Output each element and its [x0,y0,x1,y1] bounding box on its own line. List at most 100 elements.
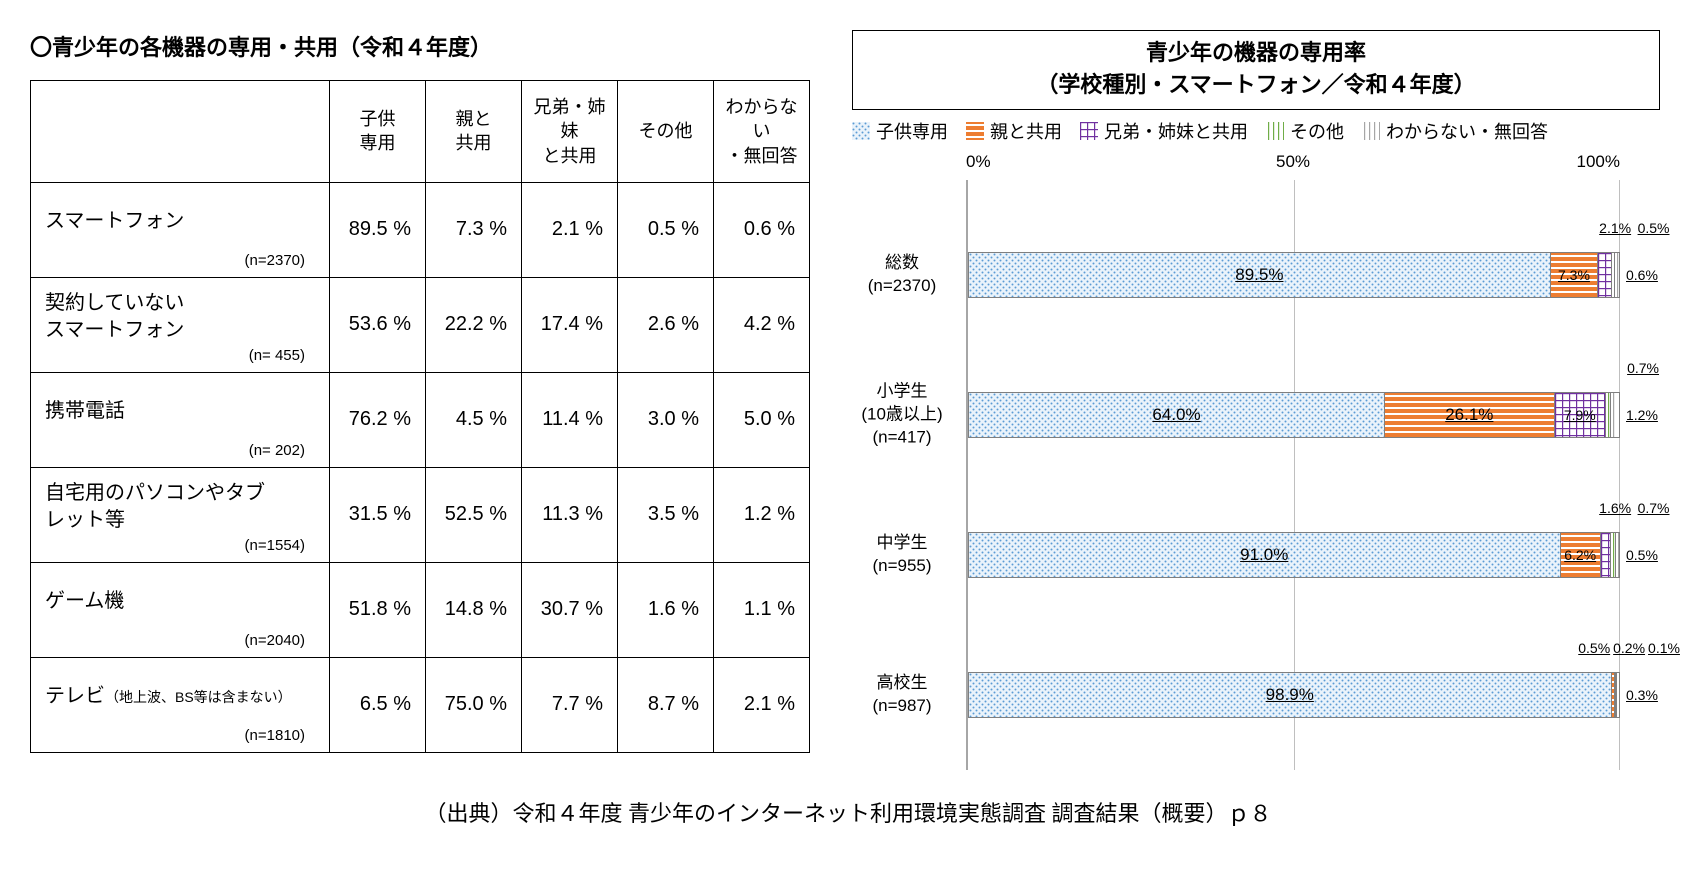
legend-swatch [1266,122,1284,140]
value-cell: 5.0 % [714,372,810,467]
out-label: 0.1% [1648,640,1680,656]
legend-item: その他 [1266,118,1344,144]
value-cell: 53.6 % [330,277,426,372]
legend-item: 子供専用 [852,118,948,144]
bar-segment [1617,673,1619,717]
chart-area: 0% 50% 100% 総数(n=2370)2.1%0.5%89.5%7.3%0… [966,150,1620,770]
value-cell: 7.3 % [426,182,522,277]
table-row: テレビ（地上波、BS等は含まない）(n=1810)6.5 %75.0 %7.7 … [31,657,810,752]
value-cell: 14.8 % [426,562,522,657]
bar-segment [1601,533,1611,577]
bar-segment [1598,253,1612,297]
th-2: 兄弟・姉妹と共用 [522,81,618,183]
value-cell: 11.4 % [522,372,618,467]
value-cell: 7.7 % [522,657,618,752]
bar-segment: 7.3% [1551,253,1598,297]
segment-label: 26.1% [1445,405,1493,425]
table-row: 契約していないスマートフォン(n= 455)53.6 %22.2 %17.4 %… [31,277,810,372]
value-cell: 30.7 % [522,562,618,657]
out-label: 0.7% [1627,360,1659,376]
chart-row: 小学生(10歳以上)(n=417)0.7%64.0%26.1%7.9%1.2% [968,380,1620,450]
axis-50: 50% [1276,152,1310,172]
value-cell: 2.6 % [618,277,714,372]
legend-swatch [966,122,984,140]
value-cell: 6.5 % [330,657,426,752]
segment-label: 98.9% [1266,685,1314,705]
device-cell: 自宅用のパソコンやタブレット等(n=1554) [31,467,330,562]
bar-segment: 64.0% [969,393,1385,437]
chart-title: 青少年の機器の専用率 （学校種別・スマートフォン／令和４年度） [852,30,1660,110]
out-label: 1.6% [1599,500,1631,516]
table-row: ゲーム機(n=2040)51.8 %14.8 %30.7 %1.6 %1.1 % [31,562,810,657]
row-label: 中学生(n=955) [844,532,968,578]
legend-label: わからない・無回答 [1386,118,1548,144]
table-title: 〇青少年の各機器の専用・共用（令和４年度） [30,30,810,62]
value-cell: 0.5 % [618,182,714,277]
value-cell: 2.1 % [522,182,618,277]
axis-0: 0% [966,152,991,172]
legend-label: その他 [1290,118,1344,144]
device-cell: 契約していないスマートフォン(n= 455) [31,277,330,372]
segment-label: 89.5% [1235,265,1283,285]
out-labels: 0.7% [968,360,1666,380]
value-cell: 2.1 % [714,657,810,752]
out-label: 0.7% [1638,500,1670,516]
axis-100: 100% [1577,152,1620,172]
bar-segment: 26.1% [1385,393,1555,437]
out-label: 0.2% [1613,640,1645,656]
device-cell: ゲーム機(n=2040) [31,562,330,657]
value-cell: 4.2 % [714,277,810,372]
chart-row: 高校生(n=987)0.5%0.2%0.1%98.9%0.3% [968,660,1620,730]
legend-item: 親と共用 [966,118,1062,144]
bar-segment: 7.9% [1555,393,1606,437]
value-cell: 52.5 % [426,467,522,562]
th-3: その他 [618,81,714,183]
chart-row: 中学生(n=955)1.6%0.7%91.0%6.2%0.5% [968,520,1620,590]
legend-label: 兄弟・姉妹と共用 [1104,118,1248,144]
table-row: 自宅用のパソコンやタブレット等(n=1554)31.5 %52.5 %11.3 … [31,467,810,562]
device-cell: テレビ（地上波、BS等は含まない）(n=1810) [31,657,330,752]
row-label: 小学生(10歳以上)(n=417) [844,380,968,449]
chart-title-2: （学校種別・スマートフォン／令和４年度） [1036,72,1475,97]
chart-legend: 子供専用 親と共用 兄弟・姉妹と共用 その他 わからない・無回答 [852,118,1660,144]
value-cell: 1.1 % [714,562,810,657]
stacked-bar: 91.0%6.2% [968,532,1620,578]
side-label: 0.3% [1620,687,1658,703]
legend-label: 子供専用 [876,118,948,144]
left-pane: 〇青少年の各機器の専用・共用（令和４年度） 子供専用 親と共用 兄弟・姉妹と共用… [30,30,810,753]
segment-label: 7.3% [1558,267,1590,283]
table-row: スマートフォン(n=2370)89.5 %7.3 %2.1 %0.5 %0.6 … [31,182,810,277]
legend-swatch [1080,122,1098,140]
device-cell: スマートフォン(n=2370) [31,182,330,277]
out-label: 2.1% [1599,220,1631,236]
stacked-bar: 89.5% 7.3% [968,252,1620,298]
value-cell: 31.5 % [330,467,426,562]
stacked-bar: 98.9% [968,672,1620,718]
bar-segment [1616,533,1619,577]
legend-label: 親と共用 [990,118,1062,144]
side-label: 0.6% [1620,267,1658,283]
out-labels: 0.5%0.2%0.1% [968,640,1666,660]
page: 〇青少年の各機器の専用・共用（令和４年度） 子供専用 親と共用 兄弟・姉妹と共用… [0,0,1696,848]
chart-row: 総数(n=2370)2.1%0.5%89.5%7.3%0.6% [968,240,1620,310]
th-0: 子供専用 [330,81,426,183]
out-labels: 1.6%0.7% [968,500,1666,520]
stacked-bar: 64.0% 26.1% 7.9% [968,392,1620,438]
value-cell: 51.8 % [330,562,426,657]
bar-segment: 98.9% [969,673,1612,717]
value-cell: 11.3 % [522,467,618,562]
bar-segment: 89.5% [969,253,1551,297]
device-cell: 携帯電話(n= 202) [31,372,330,467]
row-label: 高校生(n=987) [844,672,968,718]
value-cell: 76.2 % [330,372,426,467]
side-label: 0.5% [1620,547,1658,563]
value-cell: 8.7 % [618,657,714,752]
value-cell: 3.5 % [618,467,714,562]
legend-swatch [852,122,870,140]
table-row: 携帯電話(n= 202)76.2 %4.5 %11.4 %3.0 %5.0 % [31,372,810,467]
row-label: 総数(n=2370) [844,252,968,298]
value-cell: 3.0 % [618,372,714,467]
value-cell: 1.2 % [714,467,810,562]
th-4: わからない・無回答 [714,81,810,183]
segment-label: 7.9% [1564,407,1596,423]
